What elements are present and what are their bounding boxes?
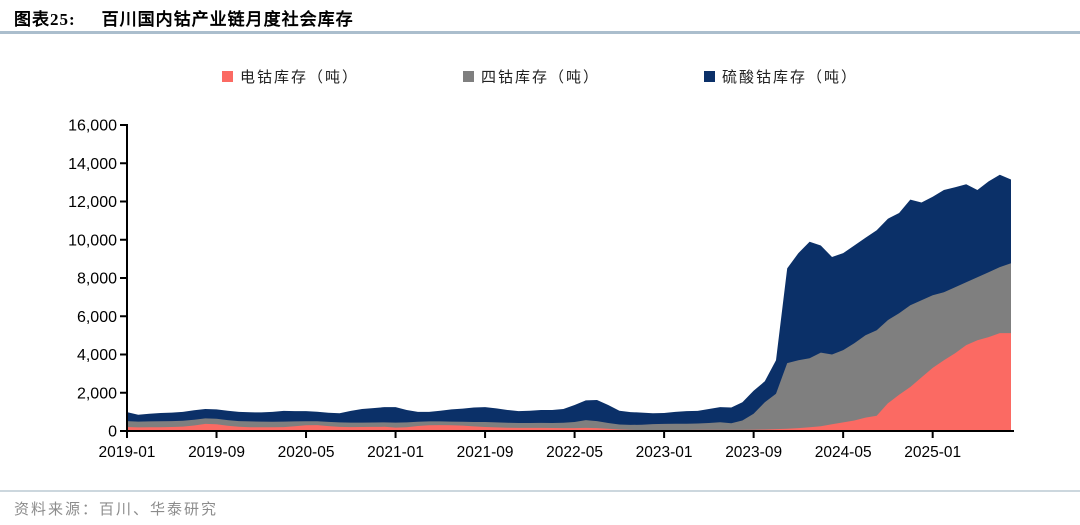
legend-label: 硫酸钴库存（吨）	[722, 70, 859, 86]
legend-label: 电钴库存（吨）	[239, 70, 359, 86]
title-rule	[0, 31, 1080, 34]
svg-text:14,000: 14,000	[68, 156, 117, 173]
svg-text:0: 0	[108, 424, 117, 441]
svg-text:2024-05: 2024-05	[815, 444, 872, 461]
svg-text:8,000: 8,000	[77, 271, 117, 288]
svg-text:10,000: 10,000	[68, 232, 117, 249]
y-axis-labels: 0 2,000 4,000 6,000 8,000 10,000 12,000 14,000 1…	[68, 118, 117, 441]
tetra-cobalt-swatch-icon	[462, 71, 474, 82]
figure-name: 百川国内钴产业链月度社会库存	[101, 10, 354, 29]
cobalt-sulfate-swatch-icon	[704, 71, 715, 82]
svg-text:2022-05: 2022-05	[546, 444, 603, 461]
svg-text:16,000: 16,000	[68, 118, 117, 135]
legend-item-tetra-cobalt: 四钴库存（吨）	[462, 66, 600, 87]
figure-title: 图表25: 百川国内钴产业链月度社会库存	[14, 5, 354, 30]
x-axis-labels: 2019-01 2019-09 2020-05 2021-01 2021-09 2022-…	[99, 444, 962, 461]
svg-text:2023-09: 2023-09	[725, 444, 782, 461]
legend-item-electro-cobalt: 电钴库存（吨）	[221, 66, 359, 87]
svg-text:2019-09: 2019-09	[188, 444, 245, 461]
electro-cobalt-swatch-icon	[221, 71, 233, 82]
chart-legend: 电钴库存（吨） 四钴库存（吨） 硫酸钴库存（吨）	[0, 66, 1080, 87]
chart-axes	[120, 124, 1014, 438]
svg-text:2021-09: 2021-09	[457, 444, 514, 461]
footer-rule	[0, 490, 1080, 492]
svg-text:4,000: 4,000	[77, 347, 117, 364]
legend-item-cobalt-sulfate: 硫酸钴库存（吨）	[704, 66, 858, 87]
figure-number: 图表25:	[14, 10, 76, 29]
svg-text:2023-01: 2023-01	[636, 444, 693, 461]
svg-text:2021-01: 2021-01	[367, 444, 424, 461]
svg-text:2,000: 2,000	[77, 385, 117, 402]
source-note: 资料来源：百川、华泰研究	[14, 502, 219, 518]
svg-text:6,000: 6,000	[77, 309, 117, 326]
svg-text:2025-01: 2025-01	[904, 444, 961, 461]
chart-areas	[127, 174, 1011, 431]
legend-label: 四钴库存（吨）	[480, 70, 600, 86]
svg-text:2020-05: 2020-05	[278, 444, 335, 461]
svg-text:2019-01: 2019-01	[99, 444, 156, 461]
svg-text:12,000: 12,000	[68, 194, 117, 211]
